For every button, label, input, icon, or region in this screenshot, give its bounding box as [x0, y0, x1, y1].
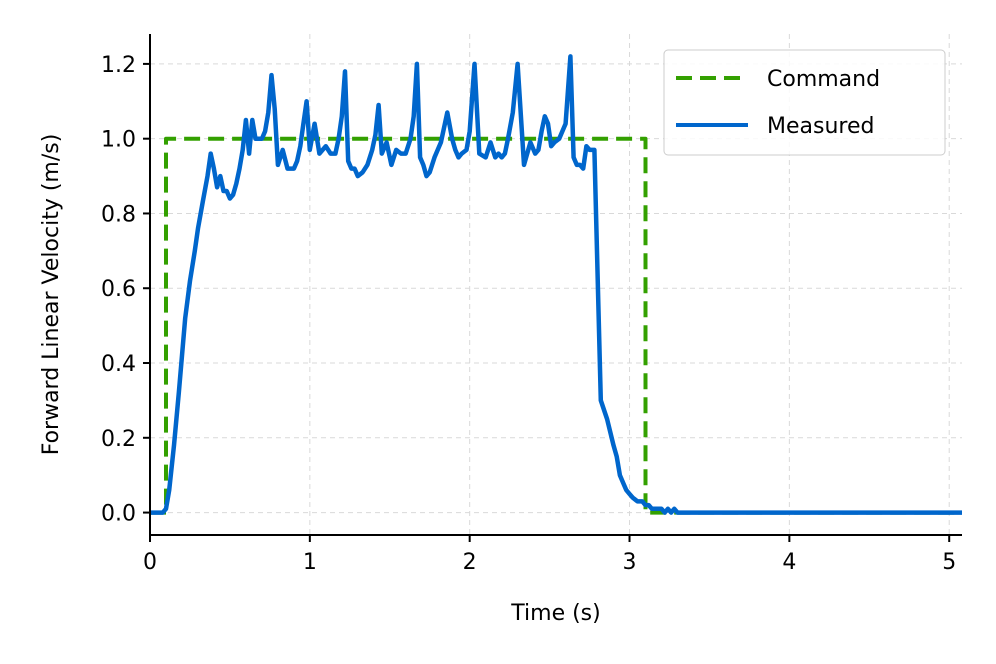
- legend-label-command: Command: [767, 67, 880, 92]
- legend: Command Measured: [663, 49, 946, 156]
- y-tick-label: 1.2: [101, 53, 136, 78]
- x-ticks: 0 1 2 3 4 5: [143, 535, 956, 575]
- y-tick-label: 0.8: [101, 202, 136, 227]
- x-tick-label: 3: [623, 550, 637, 575]
- x-tick-label: 0: [143, 550, 157, 575]
- y-tick-label: 0.0: [101, 502, 136, 527]
- y-tick-label: 0.2: [101, 427, 136, 452]
- y-tick-label: 1.0: [101, 128, 136, 153]
- x-axis-title: Time (s): [510, 601, 600, 626]
- legend-label-measured: Measured: [767, 114, 874, 139]
- x-tick-label: 5: [942, 550, 956, 575]
- y-tick-label: 0.6: [101, 277, 136, 302]
- series-layer: [150, 54, 962, 515]
- x-tick-label: 1: [303, 550, 317, 575]
- series-line-measured: [150, 54, 962, 515]
- legend-box: [663, 49, 946, 156]
- axes: 0 1 2 3 4 5 0.0 0.2 0.4 0.6 0.8 1.0 1.2: [101, 34, 962, 575]
- x-tick-label: 4: [782, 550, 796, 575]
- y-tick-label: 0.4: [101, 352, 136, 377]
- x-tick-label: 2: [463, 550, 477, 575]
- y-axis-title: Forward Linear Velocity (m/s): [39, 134, 64, 456]
- series-line-command: [150, 136, 962, 515]
- y-ticks: 0.0 0.2 0.4 0.6 0.8 1.0 1.2: [101, 53, 150, 527]
